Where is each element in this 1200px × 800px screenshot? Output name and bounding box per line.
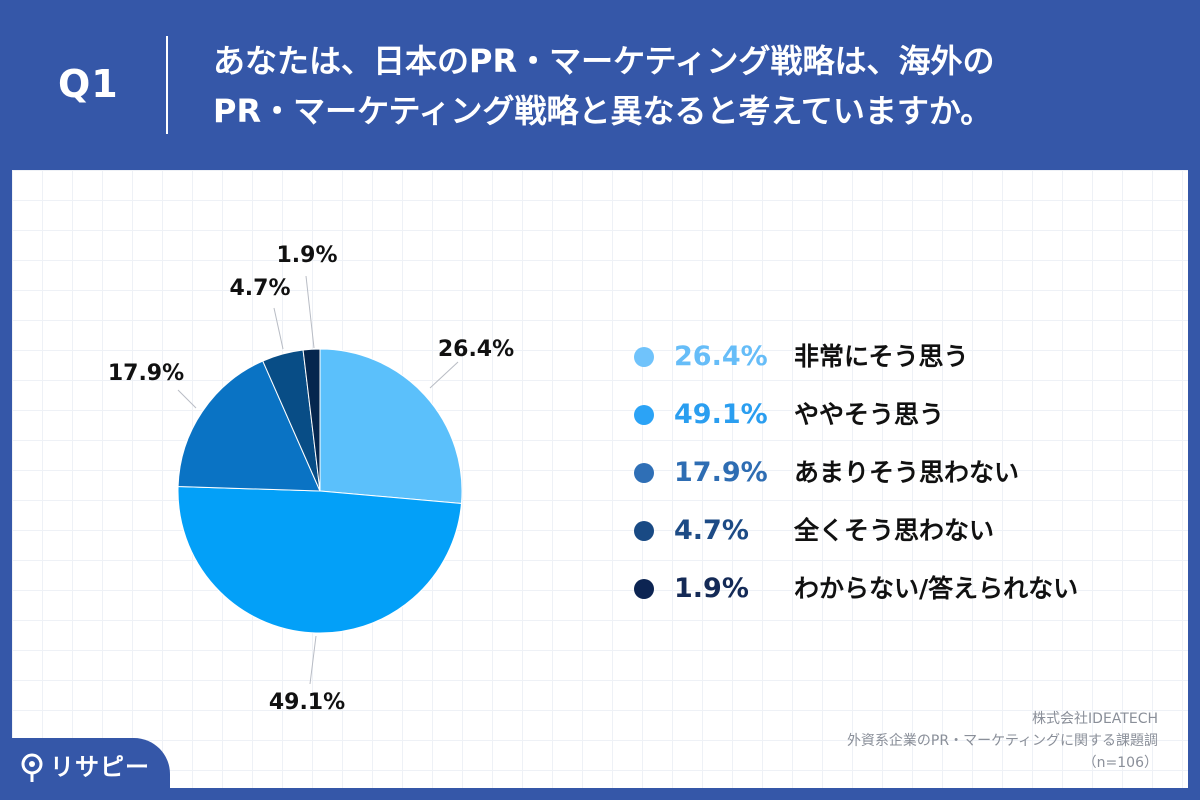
legend-dot [634,463,654,483]
legend-label: あまりそう思わない [794,458,1020,487]
brand-tab [0,738,170,800]
pie-slice [302,348,321,492]
pie-data-label: 17.9% [108,361,184,386]
pie-slices [177,348,463,634]
pie-data-label: 1.9% [276,243,337,268]
source-survey: 外資系企業のPR・マーケティングに関する課題調 [846,733,1158,749]
brand-logo: リサピー [20,750,160,786]
legend-item: 4.7% 全くそう思わない [620,514,1140,572]
pie-leader-lines [177,275,459,685]
source-company: 株式会社IDEATECH [1032,711,1158,727]
pie-leader-line [273,307,284,350]
legend-item: 1.9% わからない/答えられない [620,572,1140,630]
legend-item: 49.1% ややそう思う [620,398,1140,456]
legend-label: わからない/答えられない [794,574,1079,603]
question-label: Q1 [58,62,119,106]
legend-percent: 17.9% [674,457,768,488]
legend-item: 26.4% 非常にそう思う [620,340,1140,398]
pie-leader-line [429,361,459,389]
brand-name: リサピー [50,753,150,781]
pie-data-label: 49.1% [269,690,345,715]
pie-slice [319,348,463,505]
question-title: あなたは、日本のPR・マーケティング戦略は、海外の PR・マーケティング戦略と異… [213,36,1173,136]
legend-item: 17.9% あまりそう思わない [620,456,1140,514]
chart-legend: 26.4% 非常にそう思う 49.1% ややそう思う 17.9% あまりそう思わ… [620,340,1140,630]
legend-dot [634,347,654,367]
legend-percent: 4.7% [674,515,749,546]
legend-dot [634,405,654,425]
legend-percent: 49.1% [674,399,768,430]
legend-percent: 26.4% [674,341,768,372]
legend-percent: 1.9% [674,573,749,604]
legend-label: 非常にそう思う [794,342,969,371]
pie-data-label: 4.7% [229,276,290,301]
legend-label: 全くそう思わない [794,516,995,545]
pie-leader-line [309,635,317,685]
pie-slice [177,360,321,492]
pie-leader-line [305,275,315,349]
header: Q1 あなたは、日本のPR・マーケティング戦略は、海外の PR・マーケティング戦… [0,0,1200,170]
pie-data-label: 26.4% [438,337,514,362]
pie-leader-line [177,389,197,409]
legend-dot [634,579,654,599]
pie-slice [177,486,462,634]
location-pin-icon [21,753,43,782]
source-sample-size: （n=106） [1082,755,1158,771]
legend-dot [634,521,654,541]
header-divider [166,36,168,134]
source-note: 株式会社IDEATECH 外資系企業のPR・マーケティングに関する課題調 （n=… [738,708,1158,774]
pie-data-labels: 26.4% 49.1% 17.9% 4.7% 1.9% [108,243,514,715]
legend-label: ややそう思う [794,400,945,429]
question-title-line-1: あなたは、日本のPR・マーケティング戦略は、海外の [213,42,995,80]
question-title-line-2: PR・マーケティング戦略と異なると考えていますか。 [213,92,993,130]
